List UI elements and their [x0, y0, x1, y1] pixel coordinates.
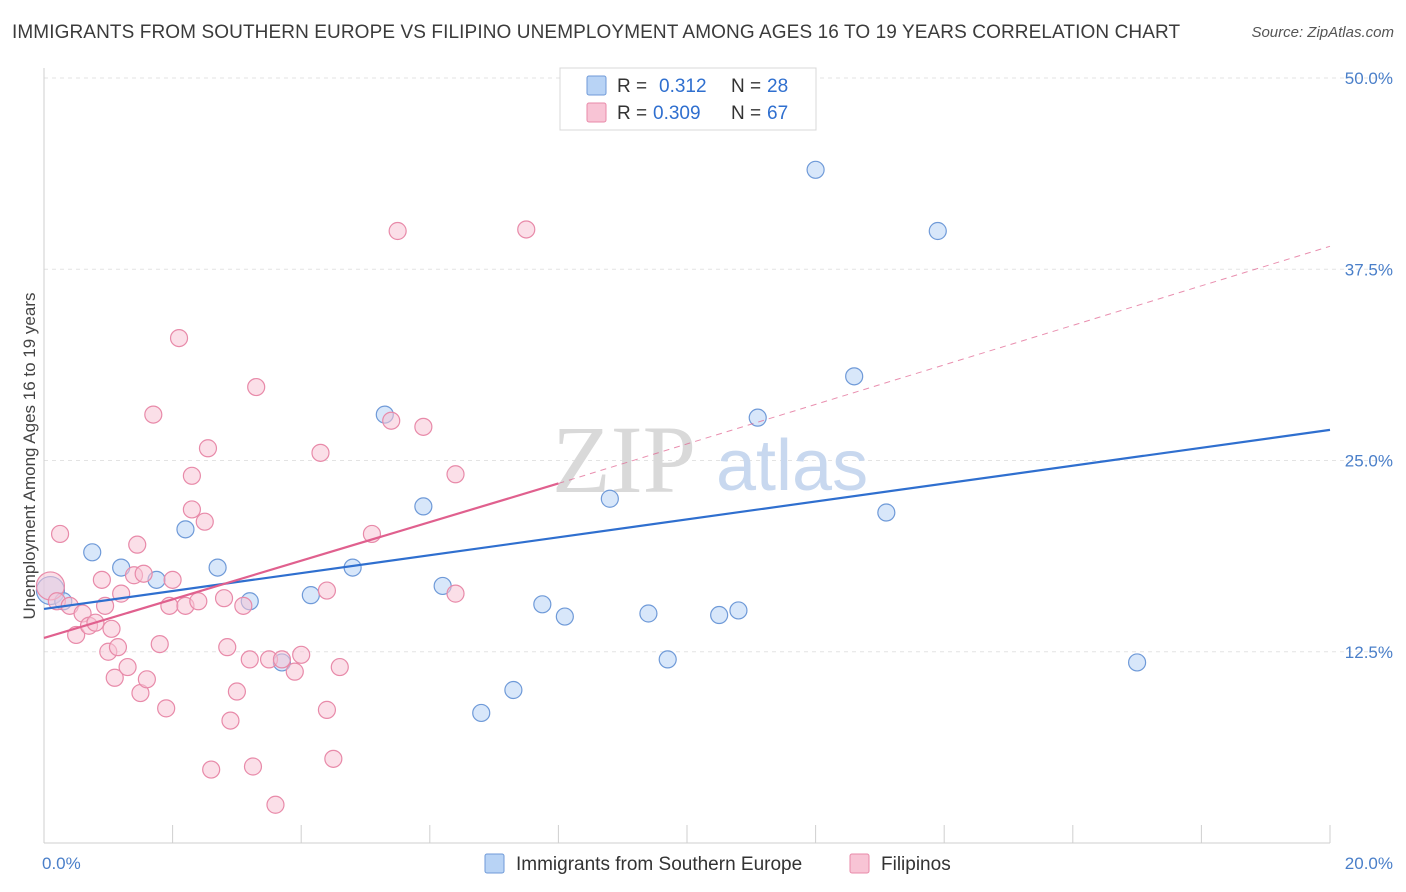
watermark: ZIP atlas [552, 406, 868, 513]
point-filipinos [157, 699, 176, 718]
point-filipinos [128, 535, 147, 554]
point-filipinos [446, 584, 465, 603]
point-filipinos [247, 377, 266, 397]
point-filipinos [317, 581, 337, 600]
trend-line-southern-europe [43, 428, 1331, 610]
bottom-legend: Immigrants from Southern Europe Filipino… [484, 853, 951, 875]
point-filipinos [234, 596, 253, 615]
point-filipinos [227, 682, 246, 701]
point-filipinos [266, 795, 285, 814]
point-filipinos [285, 662, 304, 681]
point-filipinos [311, 443, 330, 462]
y-tick-label: 12.5% [1345, 643, 1393, 662]
point-filipinos [134, 564, 153, 583]
point-filipinos [414, 417, 433, 436]
legend-n-value-0: 28 [767, 76, 788, 97]
point-filipinos [195, 512, 214, 531]
point-southern-europe [748, 408, 767, 427]
point-southern-europe [301, 586, 320, 605]
point-filipinos [163, 570, 182, 589]
point-filipinos [169, 329, 189, 348]
legend-swatch-pink [586, 102, 607, 123]
point-filipinos [243, 757, 263, 776]
x-tick-label: 0.0% [42, 854, 81, 873]
point-filipinos [388, 221, 407, 241]
point-southern-europe [600, 489, 619, 508]
point-filipinos [182, 500, 201, 519]
y-axis-label: Unemployment Among Ages 16 to 19 years [20, 293, 39, 620]
legend-r-label-1: R = [617, 103, 647, 124]
legend-n-label-1: N = [731, 103, 761, 124]
point-filipinos [150, 634, 169, 654]
source-label: Source: ZipAtlas.com [1251, 24, 1394, 41]
point-southern-europe [877, 503, 896, 522]
point-filipinos [202, 760, 221, 779]
point-filipinos [272, 650, 292, 669]
point-southern-europe [806, 160, 825, 179]
point-southern-europe [208, 558, 227, 577]
watermark-zip: ZIP [552, 406, 696, 513]
y-tick-label: 37.5% [1345, 260, 1393, 279]
bottom-legend-label-0: Immigrants from Southern Europe [516, 854, 802, 875]
point-filipinos [382, 411, 401, 430]
point-southern-europe [414, 497, 433, 516]
point-southern-europe [928, 221, 947, 241]
point-filipinos [182, 466, 201, 485]
trend-lines [43, 245, 1331, 640]
point-filipinos [517, 220, 536, 239]
point-filipinos [118, 657, 137, 677]
point-filipinos [214, 589, 234, 608]
data-points [35, 160, 1147, 814]
point-filipinos [330, 657, 349, 677]
point-filipinos [198, 439, 218, 458]
grid [44, 77, 1392, 653]
point-southern-europe [533, 595, 552, 614]
point-filipinos [102, 619, 121, 638]
point-southern-europe [1127, 653, 1147, 672]
point-filipinos [189, 592, 208, 611]
legend-n-value-1: 67 [767, 103, 788, 124]
legend-n-label-0: N = [731, 76, 761, 97]
legend-r-value-1: 0.309 [653, 103, 701, 124]
point-southern-europe [83, 543, 102, 562]
point-southern-europe [639, 604, 658, 623]
point-filipinos [221, 711, 240, 730]
x-tick-label: 20.0% [1345, 854, 1393, 873]
point-filipinos [144, 405, 163, 424]
point-southern-europe [845, 367, 864, 386]
point-filipinos [240, 650, 259, 669]
point-filipinos [218, 638, 237, 657]
point-southern-europe [710, 605, 729, 625]
watermark-atlas: atlas [716, 426, 868, 506]
legend-r-label-0: R = [617, 76, 647, 97]
point-filipinos [137, 670, 156, 689]
legend-swatch-blue [586, 75, 607, 96]
point-southern-europe [504, 680, 523, 700]
point-southern-europe [472, 703, 491, 723]
point-filipinos [108, 638, 128, 657]
y-tick-label: 25.0% [1345, 452, 1393, 471]
legend-r-value-0: 0.312 [659, 76, 707, 97]
trend-line-filipinos [43, 482, 559, 640]
point-filipinos [105, 668, 124, 687]
point-filipinos [292, 645, 311, 664]
point-filipinos [446, 465, 465, 484]
point-filipinos [50, 524, 70, 544]
point-southern-europe [658, 650, 677, 669]
legend: R = 0.312 N = 28 R = 0.309 N = 67 [559, 67, 817, 131]
axes: 12.5% 25.0% 37.5% 50.0% 0.0% 20.0% [42, 68, 1393, 873]
bottom-legend-swatch-blue [484, 853, 505, 874]
bottom-legend-swatch-pink [849, 853, 870, 874]
trend-extension-filipinos [558, 245, 1331, 484]
point-filipinos [317, 700, 337, 719]
y-tick-label: 50.0% [1345, 69, 1393, 88]
chart-title: IMMIGRANTS FROM SOUTHERN EUROPE VS FILIP… [12, 22, 1181, 43]
point-filipinos [92, 570, 111, 589]
point-southern-europe [555, 607, 574, 626]
point-southern-europe [176, 520, 195, 539]
bottom-legend-label-1: Filipinos [881, 854, 951, 875]
point-filipinos [324, 749, 343, 768]
point-southern-europe [729, 601, 748, 620]
